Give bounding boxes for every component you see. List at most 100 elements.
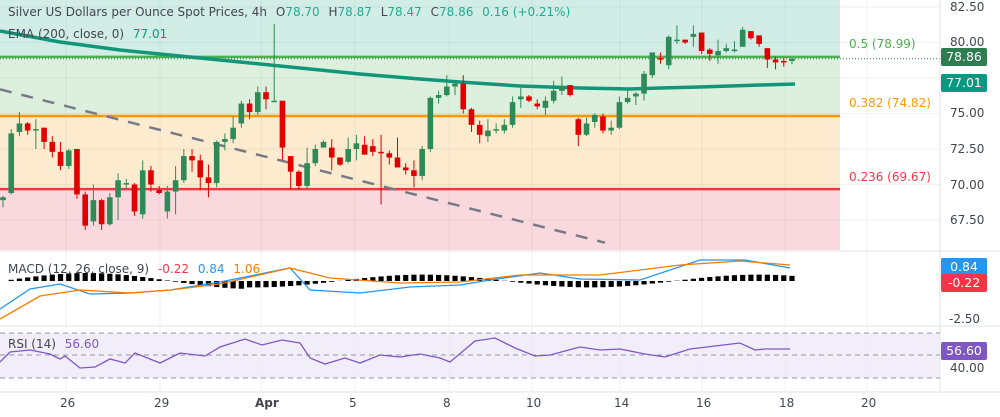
ema-200-line: [0, 29, 796, 91]
candle-body: [641, 73, 647, 94]
macd-histogram-bar: [255, 281, 261, 288]
candle-body: [254, 92, 261, 113]
macd-histogram-bar: [764, 274, 770, 281]
candle-body: [517, 96, 524, 100]
candle-body: [674, 39, 680, 42]
macd-histogram-bar: [74, 273, 80, 281]
candle-body: [246, 103, 253, 113]
symbol-title: Silver US Dollars per Ounce Spot Prices,…: [8, 5, 268, 19]
macd-histogram-bar: [82, 273, 88, 281]
candle-body: [0, 197, 6, 201]
macd-histogram-bar: [435, 274, 442, 281]
candle-body: [468, 109, 475, 125]
candle-body: [444, 86, 450, 96]
candle-body: [361, 144, 368, 155]
close-value: 78.86: [438, 5, 474, 19]
candle-body: [41, 127, 47, 142]
candle-body: [74, 149, 80, 195]
macd-histogram-tag: -0.22: [941, 274, 987, 292]
candle-body: [222, 139, 228, 142]
macd-histogram-bar: [600, 281, 606, 288]
macd-histogram-bar: [731, 275, 738, 281]
candle-body: [411, 170, 417, 176]
time-tick: 8: [443, 396, 451, 410]
price-tick: 67.50: [950, 213, 985, 227]
macd-histogram-bar: [444, 275, 450, 281]
macd-histogram-bar: [682, 279, 688, 281]
macd-histogram-bar: [8, 279, 14, 281]
macd-axis-tick: -2.50: [949, 312, 981, 326]
macd-histogram-bar: [468, 277, 475, 281]
macd-histogram-bar: [386, 275, 392, 281]
rsi-legend[interactable]: RSI (14) 56.60: [8, 337, 104, 351]
macd-histogram-bar: [238, 281, 244, 289]
macd-histogram-bar: [378, 276, 384, 281]
candle-body: [82, 194, 88, 226]
candle-body: [148, 170, 154, 185]
candle-body: [378, 151, 384, 154]
macd-histogram-bar: [345, 279, 351, 281]
candle-body: [197, 160, 204, 178]
candle-body: [304, 163, 310, 186]
open-value: 78.70: [285, 5, 320, 19]
candle-body: [24, 123, 31, 131]
candle-body: [65, 150, 72, 167]
macd-histogram-bar: [222, 281, 228, 288]
rsi-label: RSI (14): [8, 337, 56, 351]
macd-histogram-bar: [608, 281, 614, 287]
macd-histogram-bar: [304, 281, 310, 285]
macd-histogram-bar: [362, 278, 368, 281]
macd-histogram-bar: [657, 281, 664, 283]
candle-body: [731, 49, 738, 52]
candle-body: [345, 149, 351, 162]
candle-body: [263, 92, 269, 100]
macd-histogram-bar: [49, 274, 55, 281]
candle-body: [57, 151, 64, 167]
candle-body: [320, 141, 327, 148]
macd-histogram-bar: [575, 281, 581, 288]
candle-body: [509, 102, 516, 125]
candle-body: [485, 130, 491, 137]
candle-body: [526, 96, 532, 101]
macd-histogram-bar: [90, 273, 97, 281]
macd-histogram-bar: [419, 274, 425, 281]
candle-body: [296, 171, 302, 186]
candle-body: [139, 170, 146, 215]
candle-body: [131, 184, 138, 212]
macd-histogram-bar: [25, 277, 31, 281]
candle-body: [90, 200, 97, 222]
candle-body: [748, 31, 754, 39]
time-tick: Apr: [255, 396, 279, 410]
candle-body: [649, 52, 656, 76]
price-tick: 72.50: [950, 142, 985, 156]
low-label: L: [380, 5, 388, 19]
candle-body: [780, 60, 787, 63]
macd-histogram-bar: [625, 281, 631, 286]
time-tick: 20: [861, 396, 877, 410]
macd-histogram-bar: [320, 281, 327, 283]
ema-legend[interactable]: EMA (200, close, 0) 77.01: [8, 27, 172, 41]
candle-body: [550, 90, 557, 101]
macd-histogram-bar: [583, 281, 590, 288]
candle-body: [230, 127, 236, 140]
symbol-legend: Silver US Dollars per Ounce Spot Prices,…: [8, 5, 575, 19]
time-tick: 26: [60, 396, 76, 410]
candle-body: [172, 180, 179, 192]
macd-histogram-bar: [748, 274, 754, 281]
rsi-axis-tick: 40.00: [950, 361, 985, 375]
macd-histogram-bar: [641, 281, 647, 285]
macd-legend[interactable]: MACD (12, 26, close, 9) -0.22 0.84 1.06: [8, 262, 265, 276]
candle-body: [600, 116, 606, 131]
macd-histogram-bar: [279, 281, 286, 287]
macd-histogram-bar: [534, 281, 540, 285]
candle-body: [271, 100, 278, 103]
open-label: O: [275, 5, 286, 19]
low-value: 78.47: [387, 5, 422, 19]
candle-body: [287, 156, 294, 172]
macd-histogram-bar: [181, 281, 187, 283]
rsi-tag: 56.60: [941, 342, 987, 360]
macd-line-tag: 0.84: [941, 258, 987, 276]
candle-body: [764, 48, 771, 60]
macd-histogram-bar: [329, 281, 335, 282]
